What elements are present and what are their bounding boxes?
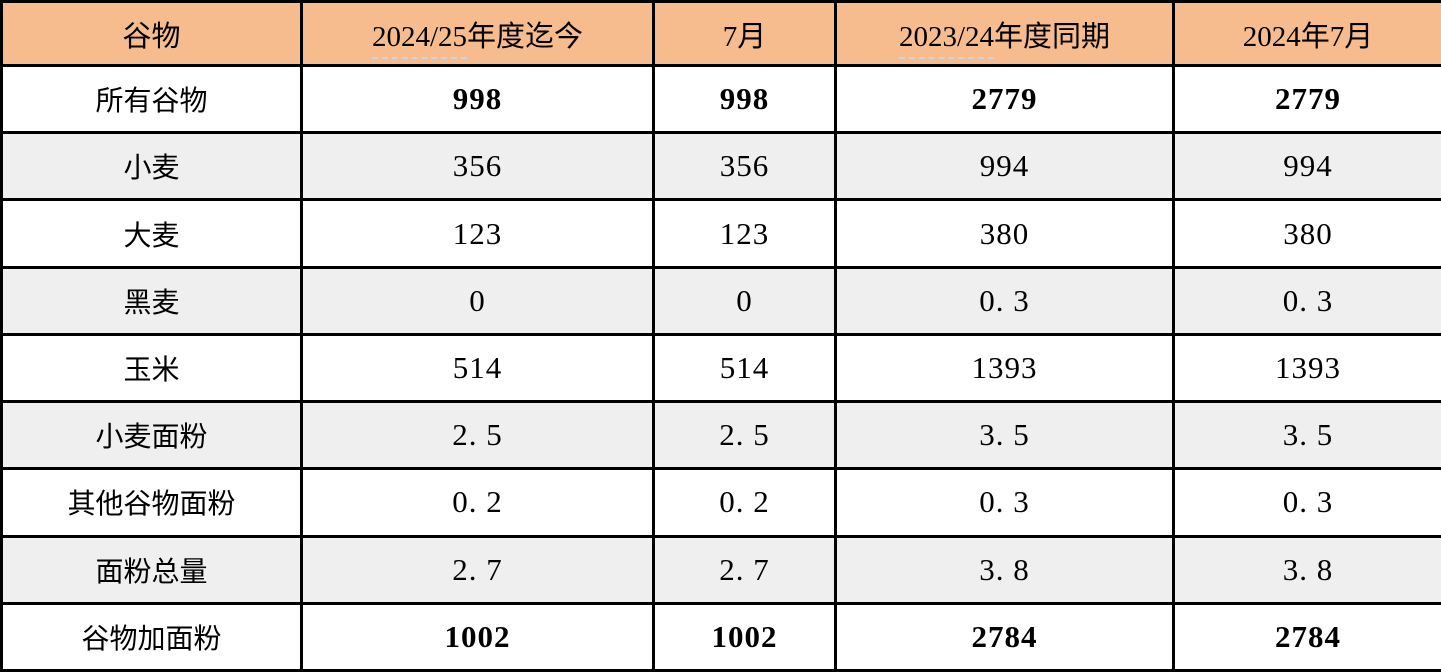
header-label: 谷物: [122, 20, 181, 53]
table-row-corn: 玉米 514 514 1393 1393: [0, 332, 1441, 404]
value-cell: 1393: [834, 332, 1175, 404]
value-cell: 0. 3: [834, 467, 1175, 538]
value-cell: 2779: [1172, 63, 1441, 135]
value-cell: 380: [1172, 198, 1441, 269]
value-cell: 1002: [300, 601, 655, 672]
header-row: 谷物 2024/25年度迄今 7月 2023/24年度同期 2024年7月: [0, 0, 1441, 67]
table-row-grains-plus-flour: 谷物加面粉 1002 1002 2784 2784: [0, 601, 1441, 672]
row-label-cell: 黑麦: [0, 265, 303, 336]
value-cell: 998: [300, 63, 655, 135]
value-cell: 380: [834, 198, 1175, 269]
row-label-cell: 玉米: [0, 332, 303, 404]
table-header: 谷物 2024/25年度迄今 7月 2023/24年度同期 2024年7月: [0, 0, 1441, 67]
header-cell-july-2024: 2024年7月: [1172, 0, 1441, 67]
header-cell-same-period-2023-24: 2023/24年度同期: [834, 0, 1175, 67]
row-label-cell: 所有谷物: [0, 63, 303, 135]
row-label-cell: 面粉总量: [0, 534, 303, 605]
value-cell: 0. 2: [300, 467, 655, 538]
header-label-year-part: 2023/24: [898, 20, 995, 59]
value-cell: 0. 2: [652, 467, 837, 538]
header-label-year-part: 2024/25: [371, 20, 468, 59]
value-cell: 514: [300, 332, 655, 404]
table-body: 所有谷物 998 998 2779 2779 小麦 356 356 994 99…: [0, 63, 1441, 672]
value-cell: 123: [300, 198, 655, 269]
value-cell: 3. 8: [1172, 534, 1441, 605]
table-row-all-grains: 所有谷物 998 998 2779 2779: [0, 63, 1441, 135]
row-label-cell: 小麦: [0, 131, 303, 202]
value-cell: 356: [300, 131, 655, 202]
table-row-rye: 黑麦 0 0 0. 3 0. 3: [0, 265, 1441, 336]
table-row-wheat-flour: 小麦面粉 2. 5 2. 5 3. 5 3. 5: [0, 400, 1441, 471]
header-label: 2024年7月: [1242, 20, 1374, 53]
table-row-flour-total: 面粉总量 2. 7 2. 7 3. 8 3. 8: [0, 534, 1441, 605]
value-cell: 0. 3: [1172, 467, 1441, 538]
row-label-cell: 小麦面粉: [0, 400, 303, 471]
value-cell: 3. 5: [834, 400, 1175, 471]
value-cell: 2. 5: [652, 400, 837, 471]
value-cell: 994: [1172, 131, 1441, 202]
value-cell: 2. 5: [300, 400, 655, 471]
value-cell: 994: [834, 131, 1175, 202]
header-cell-ytd-2024-25: 2024/25年度迄今: [300, 0, 655, 67]
value-cell: 0. 3: [1172, 265, 1441, 336]
value-cell: 123: [652, 198, 837, 269]
value-cell: 514: [652, 332, 837, 404]
header-cell-grain: 谷物: [0, 0, 303, 67]
table-row-wheat: 小麦 356 356 994 994: [0, 131, 1441, 202]
value-cell: 2. 7: [300, 534, 655, 605]
value-cell: 0. 3: [834, 265, 1175, 336]
value-cell: 2784: [834, 601, 1175, 672]
header-label: 7月: [722, 20, 767, 53]
header-cell-july: 7月: [652, 0, 837, 67]
value-cell: 0: [652, 265, 837, 336]
row-label-cell: 谷物加面粉: [0, 601, 303, 672]
value-cell: 3. 8: [834, 534, 1175, 605]
row-label-cell: 大麦: [0, 198, 303, 269]
row-label-cell: 其他谷物面粉: [0, 467, 303, 538]
header-label: 年度迄今: [467, 20, 584, 53]
header-label: 年度同期: [994, 20, 1111, 53]
value-cell: 3. 5: [1172, 400, 1441, 471]
table-row-barley: 大麦 123 123 380 380: [0, 198, 1441, 269]
value-cell: 998: [652, 63, 837, 135]
value-cell: 2784: [1172, 601, 1441, 672]
table-row-other-grain-flour: 其他谷物面粉 0. 2 0. 2 0. 3 0. 3: [0, 467, 1441, 538]
value-cell: 0: [300, 265, 655, 336]
value-cell: 2779: [834, 63, 1175, 135]
value-cell: 356: [652, 131, 837, 202]
value-cell: 2. 7: [652, 534, 837, 605]
value-cell: 1393: [1172, 332, 1441, 404]
value-cell: 1002: [652, 601, 837, 672]
